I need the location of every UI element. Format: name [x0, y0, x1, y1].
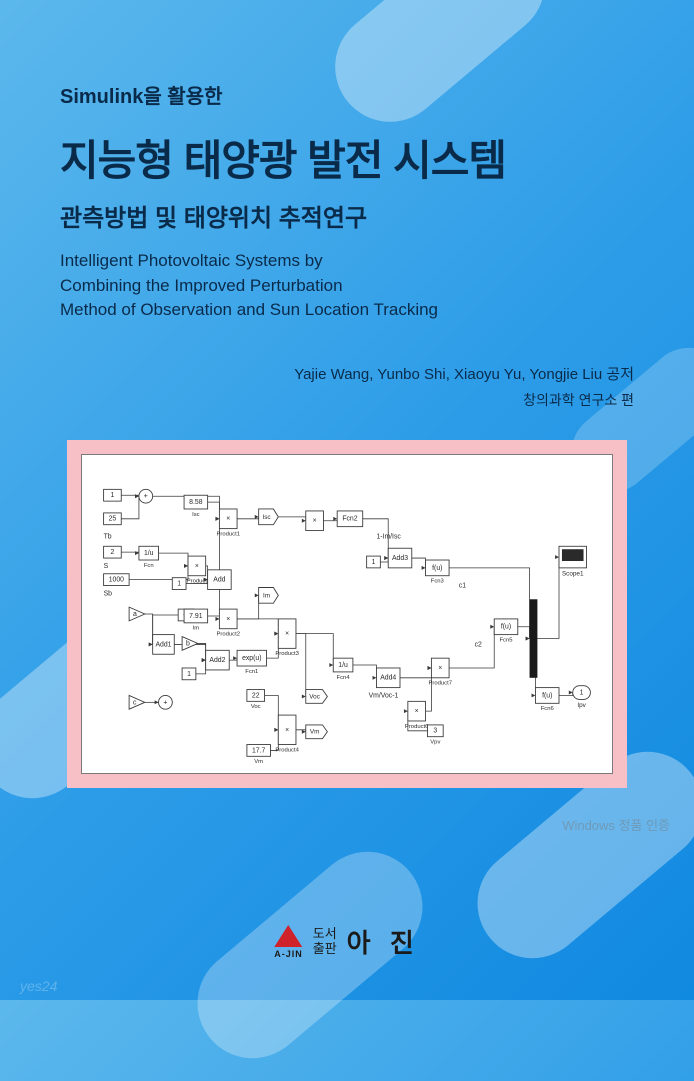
svg-text:1: 1: [177, 580, 181, 587]
svg-text:+: +: [144, 493, 148, 500]
svg-text:8.58: 8.58: [189, 499, 203, 506]
cover-content: Simulink을 활용한 지능형 태양광 발전 시스템 관측방법 및 태양위치…: [0, 0, 694, 788]
svg-text:f(u): f(u): [501, 624, 511, 631]
svg-text:exp(u): exp(u): [242, 655, 261, 662]
svg-text:×: ×: [415, 708, 419, 715]
svg-text:2: 2: [111, 549, 115, 556]
svg-text:Isc: Isc: [192, 512, 200, 518]
subtitle-en-line: Combining the Improved Perturbation: [60, 274, 634, 299]
svg-text:Product1: Product1: [216, 531, 240, 537]
publisher-triangle-icon: [274, 925, 302, 947]
svg-text:Add4: Add4: [380, 675, 396, 682]
subtitle-ko: 관측방법 및 태양위치 추적연구: [60, 198, 634, 233]
svg-text:Fcn6: Fcn6: [541, 706, 555, 712]
svg-text:Fcn3: Fcn3: [431, 579, 445, 585]
svg-text:Fcn: Fcn: [144, 563, 154, 569]
svg-text:Product: Product: [187, 579, 208, 585]
svg-text:S: S: [104, 563, 109, 570]
svg-text:Vpv: Vpv: [430, 739, 440, 745]
svg-text:Product3: Product3: [275, 651, 299, 657]
svg-text:×: ×: [313, 518, 317, 525]
simulink-diagram: 125Tb2S1000Sb+1/uFcnaAdd1-1c+8.58Isc×Pro…: [81, 454, 613, 774]
publisher-name: 아 진: [347, 923, 420, 960]
svg-text:×: ×: [226, 616, 230, 623]
svg-text:1000: 1000: [109, 577, 124, 584]
authors: Yajie Wang, Yunbo Shi, Xiaoyu Yu, Yongji…: [60, 363, 634, 384]
svg-text:f(u): f(u): [432, 565, 442, 572]
svg-text:c1: c1: [459, 582, 466, 589]
svg-text:f(u): f(u): [542, 692, 552, 699]
svg-text:7.91: 7.91: [189, 613, 203, 620]
editor: 창의과학 연구소 편: [60, 390, 634, 410]
svg-text:3: 3: [433, 728, 437, 735]
svg-text:Add2: Add2: [209, 657, 225, 664]
svg-text:1: 1: [111, 492, 115, 499]
svg-text:Voc: Voc: [251, 704, 261, 710]
svg-text:1/u: 1/u: [338, 662, 348, 669]
svg-text:Fcn5: Fcn5: [499, 637, 513, 643]
svg-text:17.7: 17.7: [252, 747, 266, 754]
svg-text:Fcn4: Fcn4: [337, 675, 351, 681]
publisher-text-line: 도서: [313, 927, 337, 941]
subtitle-en: Intelligent Photovoltaic Systems by Comb…: [60, 249, 634, 323]
svg-text:Product4: Product4: [275, 747, 299, 753]
svg-text:Product6: Product6: [405, 724, 429, 730]
svg-text:×: ×: [285, 727, 289, 734]
svg-text:c2: c2: [475, 641, 482, 648]
svg-text:Vm: Vm: [310, 729, 320, 736]
publisher-text-line: 출판: [313, 942, 337, 956]
svg-text:22: 22: [252, 692, 260, 699]
svg-text:×: ×: [285, 631, 289, 638]
svg-text:1: 1: [580, 689, 584, 696]
svg-text:Vm/Voc-1: Vm/Voc-1: [369, 692, 399, 699]
svg-text:Fcn2: Fcn2: [342, 516, 357, 523]
windows-activate-watermark: Windows 정품 인증: [562, 815, 670, 834]
svg-text:Im: Im: [263, 592, 270, 599]
svg-text:Vm: Vm: [254, 759, 263, 765]
publisher-small-text: 도서 출판: [313, 927, 337, 956]
svg-text:Isc: Isc: [262, 514, 271, 521]
svg-text:Fcn1: Fcn1: [245, 669, 258, 675]
svg-text:Voc: Voc: [309, 693, 320, 700]
svg-text:1: 1: [372, 559, 376, 566]
svg-text:Product2: Product2: [216, 632, 240, 638]
svg-text:+: +: [163, 699, 167, 706]
svg-text:×: ×: [226, 516, 230, 523]
svg-text:Add3: Add3: [392, 555, 408, 562]
title-main: 지능형 태양광 발전 시스템: [60, 127, 634, 188]
svg-text:1-Im/Isc: 1-Im/Isc: [376, 533, 401, 540]
publisher: A-JIN 도서 출판 아 진: [274, 923, 420, 960]
svg-text:1/u: 1/u: [144, 550, 154, 557]
svg-text:Product7: Product7: [428, 681, 452, 687]
svg-text:b: b: [186, 640, 190, 647]
svg-text:c: c: [133, 699, 137, 706]
svg-text:×: ×: [195, 563, 199, 570]
svg-text:Im: Im: [193, 626, 200, 632]
subtitle-en-line: Method of Observation and Sun Location T…: [60, 298, 634, 323]
svg-text:a: a: [133, 611, 137, 618]
diagram-frame: 125Tb2S1000Sb+1/uFcnaAdd1-1c+8.58Isc×Pro…: [67, 440, 627, 788]
svg-text:1: 1: [187, 671, 191, 678]
svg-text:Scope1: Scope1: [562, 571, 584, 578]
svg-text:Tb: Tb: [104, 533, 112, 540]
svg-text:Sb: Sb: [104, 590, 113, 597]
svg-text:Add: Add: [213, 577, 225, 584]
svg-text:25: 25: [109, 516, 117, 523]
subtitle-en-line: Intelligent Photovoltaic Systems by: [60, 249, 634, 274]
svg-text:×: ×: [438, 665, 442, 672]
watermark: yes24: [20, 978, 57, 994]
publisher-logo-sub: A-JIN: [274, 949, 303, 959]
svg-text:Ipv: Ipv: [577, 702, 586, 709]
pretitle: Simulink을 활용한: [60, 80, 634, 109]
svg-text:Add1: Add1: [155, 641, 171, 648]
publisher-logo: A-JIN: [274, 925, 303, 959]
